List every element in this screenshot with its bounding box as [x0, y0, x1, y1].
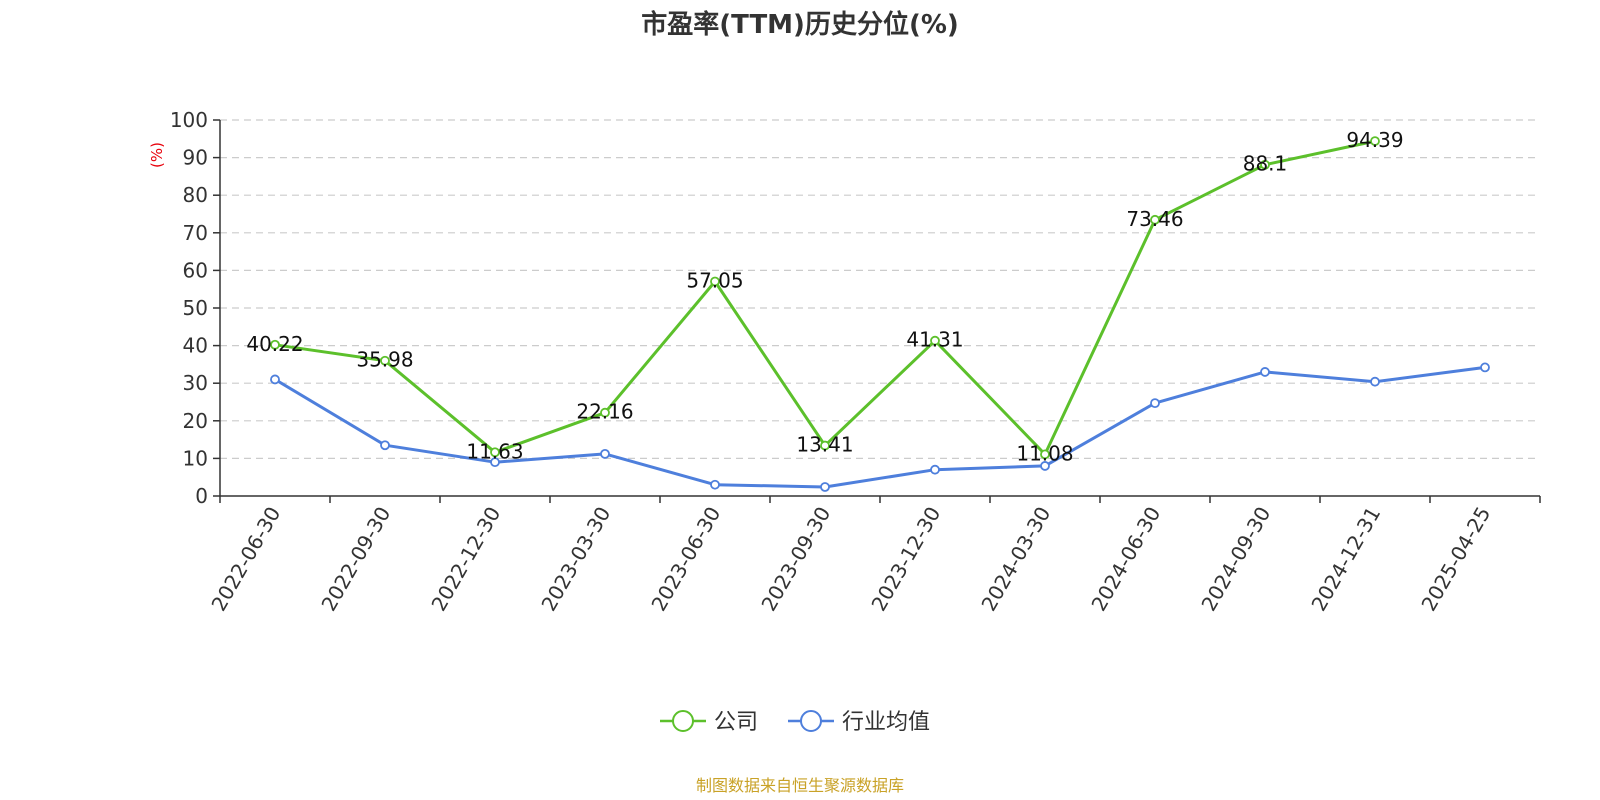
- series-1-point: [1150, 398, 1160, 409]
- data-label: 13.41: [796, 433, 853, 457]
- y-tick-label: 10: [183, 446, 208, 470]
- y-tick-label: 40: [183, 334, 208, 358]
- legend: 公司 行业均值: [660, 710, 930, 735]
- data-label: 41.31: [906, 328, 963, 352]
- data-label: 88.1: [1243, 152, 1288, 176]
- series-1-point: [1370, 376, 1380, 387]
- series-1-point: [270, 374, 280, 385]
- series-1-point: [1480, 362, 1490, 373]
- source-note: 制图数据来自恒生聚源数据库: [696, 776, 904, 795]
- series-1-point: [820, 482, 830, 492]
- chart-title: 市盈率(TTM)历史分位(%): [641, 9, 959, 40]
- x-tick-label: 2023-06-30: [646, 503, 725, 616]
- series-0-point: [820, 440, 830, 451]
- legend-item-1: 行业均值: [788, 710, 930, 735]
- x-tick-label: 2022-12-30: [426, 503, 505, 616]
- series-0-point: [930, 335, 940, 346]
- series-1-point: [1040, 461, 1050, 471]
- series-0-point: [490, 447, 500, 458]
- y-tick-label: 90: [183, 146, 208, 170]
- data-label: 57.05: [686, 268, 743, 292]
- y-axis-unit: (%): [148, 142, 166, 168]
- x-tick-label: 2024-09-30: [1196, 503, 1275, 616]
- data-label: 35.98: [356, 348, 413, 372]
- series-0-point: [1260, 159, 1270, 170]
- y-tick-label: 20: [183, 409, 208, 433]
- series-0-point: [1150, 214, 1160, 225]
- series-1-point: [930, 464, 940, 475]
- series-1-point: [600, 448, 610, 459]
- series-0-point: [1370, 136, 1380, 146]
- legend-marker: [800, 710, 822, 732]
- data-label: 22.16: [576, 400, 633, 424]
- data-label: 11.08: [1016, 441, 1073, 465]
- series-line-0: [274, 139, 1376, 456]
- series-0-point: [600, 407, 610, 418]
- data-label: 11.63: [466, 439, 523, 463]
- series-1-point: [490, 457, 500, 468]
- series-0-point: [380, 355, 390, 366]
- x-tick-label: 2023-03-30: [536, 503, 615, 616]
- y-tick-label: 80: [183, 183, 208, 207]
- data-label: 40.22: [246, 332, 303, 356]
- y-tick-label: 70: [183, 221, 208, 245]
- series-0-point: [270, 339, 280, 350]
- data-label: 94.39: [1346, 128, 1403, 152]
- x-tick-label: 2022-06-30: [206, 503, 285, 616]
- y-tick-label: 30: [183, 371, 208, 395]
- legend-item-0: 公司: [660, 710, 758, 735]
- y-tick-label: 0: [195, 484, 208, 508]
- grid-lines: [220, 119, 1540, 459]
- x-tick-label: 2023-12-30: [866, 503, 945, 616]
- series-1-point: [710, 479, 720, 490]
- x-tick-label: 2024-03-30: [976, 503, 1055, 616]
- series-1-point: [380, 440, 390, 451]
- data-labels: 40.22 35.98 11.63 22.16 57.05 13.41 41.31 11.08…: [246, 128, 1403, 465]
- series-1-point: [1260, 367, 1270, 377]
- series-line-1: [274, 365, 1486, 489]
- x-tick-label: 2023-09-30: [756, 503, 835, 616]
- y-tick-label: 50: [183, 296, 208, 320]
- x-tick-label: 2022-09-30: [316, 503, 395, 616]
- x-tick-label: 2025-04-25: [1416, 503, 1495, 616]
- x-tick-label: 2024-06-30: [1086, 503, 1165, 616]
- y-tick-label: 100: [170, 108, 208, 132]
- series-group: [270, 136, 1490, 492]
- legend-label: 行业均值: [842, 710, 930, 735]
- y-tick-label: 60: [183, 258, 208, 282]
- series-0-point: [710, 276, 720, 287]
- series-0-point: [1040, 449, 1050, 460]
- legend-label: 公司: [714, 710, 758, 735]
- legend-marker: [672, 710, 694, 732]
- data-label: 73.46: [1126, 207, 1183, 231]
- x-tick-label: 2024-12-31: [1306, 503, 1385, 616]
